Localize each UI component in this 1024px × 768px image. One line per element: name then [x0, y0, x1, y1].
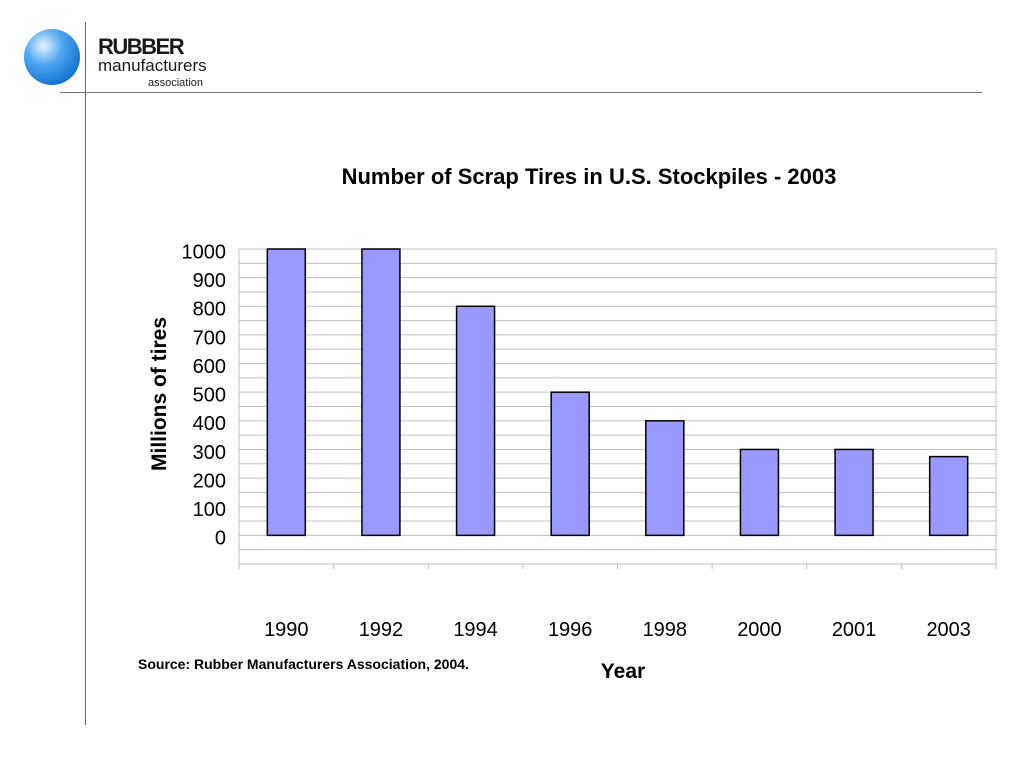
bar-2001 — [834, 448, 874, 537]
y-tick-label: 300 — [193, 442, 226, 464]
x-tick-label: 1996 — [548, 619, 593, 641]
x-tick-label: 1994 — [453, 619, 498, 641]
y-axis-label: Millions of tires — [148, 317, 171, 471]
bar-1994 — [455, 305, 496, 537]
y-tick-label: 200 — [193, 470, 226, 492]
bar-1996 — [550, 391, 590, 537]
logo-line3: association — [148, 77, 204, 89]
x-tick-label: 1998 — [643, 619, 688, 641]
x-tick-label: 1992 — [359, 619, 404, 641]
y-tick-label: 400 — [193, 413, 226, 435]
x-tick-label: 2003 — [926, 619, 971, 641]
y-tick-label: 800 — [193, 299, 226, 321]
logo-line2: manufacturers — [98, 56, 207, 75]
y-tick-label: 600 — [193, 356, 226, 378]
x-tick-label: 2001 — [832, 619, 877, 641]
gridlines — [238, 248, 997, 569]
bar-1992 — [361, 248, 401, 537]
source-note: Source: Rubber Manufacturers Association… — [138, 656, 469, 672]
bar-1998 — [645, 420, 685, 537]
logo-line1: RUBBER — [98, 34, 185, 59]
chart-title: Number of Scrap Tires in U.S. Stockpiles… — [342, 164, 837, 189]
x-axis-label: Year — [601, 660, 645, 683]
header-rule — [60, 92, 982, 93]
y-tick-label: 900 — [193, 270, 226, 292]
x-tick-label: 1990 — [264, 619, 309, 641]
bar-2000 — [739, 448, 780, 537]
x-tick-label: 2000 — [737, 619, 782, 641]
logo-globe-icon — [23, 28, 81, 86]
y-tick-label: 100 — [193, 499, 226, 521]
x-tick-labels: 1990 1992 1994 1996 1998 2000 2001 2003 — [264, 619, 971, 641]
y-tick-label: 1000 — [182, 241, 227, 263]
y-tick-label: 0 — [215, 528, 226, 550]
plot-area — [238, 248, 997, 565]
vertical-rule — [85, 22, 86, 725]
y-tick-label: 500 — [193, 385, 226, 407]
bar-1990 — [266, 248, 307, 537]
bars — [266, 248, 969, 537]
bar-2003 — [928, 455, 969, 537]
y-tick-label: 700 — [193, 327, 226, 349]
